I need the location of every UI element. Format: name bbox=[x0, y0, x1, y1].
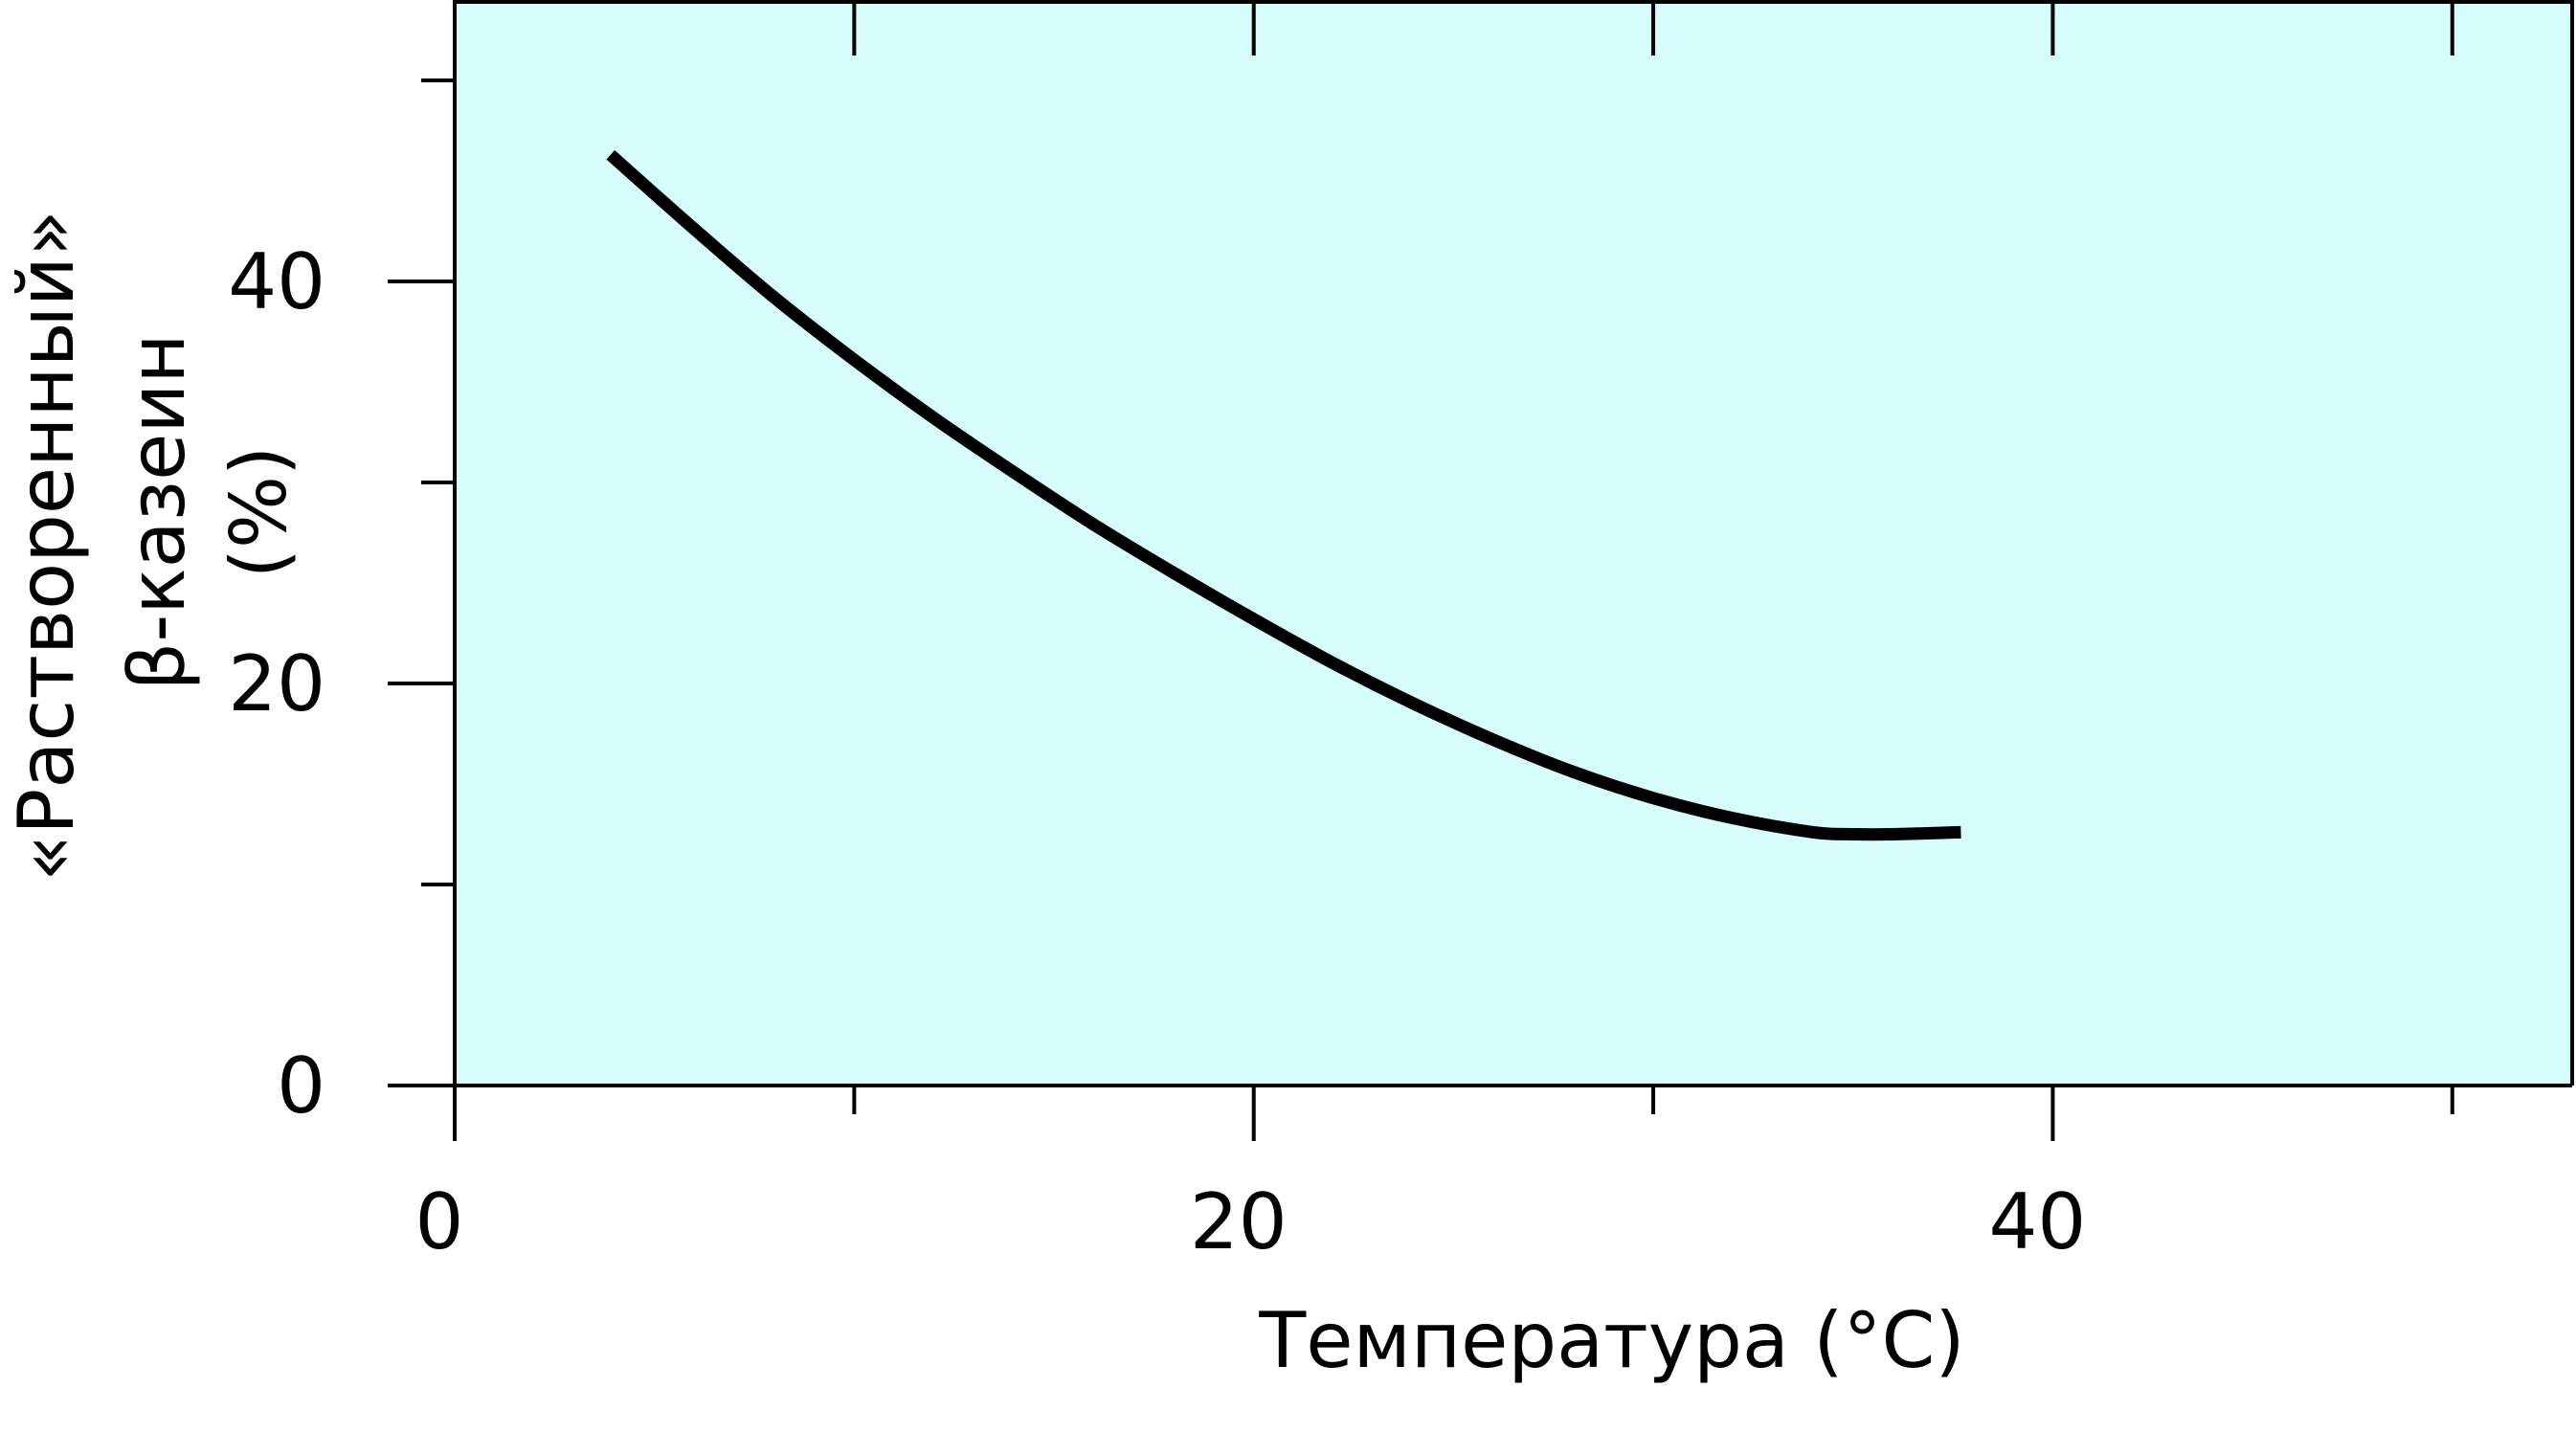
axis-ticks bbox=[388, 0, 2454, 1141]
y-axis-title-line-2: β-казеин bbox=[113, 333, 202, 690]
y-axis-title-line-3: (%) bbox=[214, 446, 303, 578]
y-tick-label: 20 bbox=[228, 639, 325, 728]
series-line bbox=[606, 149, 1961, 841]
y-tick-label: 40 bbox=[228, 237, 325, 326]
y-tick-label: 0 bbox=[277, 1041, 325, 1131]
x-tick-label: 40 bbox=[1989, 1177, 2087, 1266]
x-tick-label: 0 bbox=[415, 1177, 464, 1266]
x-axis-title: Температура (°C) bbox=[1258, 1296, 1964, 1385]
x-tick-label: 20 bbox=[1190, 1177, 1288, 1266]
y-axis-title: «Растворенный» β-казеин (%) bbox=[2, 210, 303, 882]
plot-area-background bbox=[455, 0, 2572, 1086]
y-axis-title-line-1: «Растворенный» bbox=[2, 210, 91, 882]
